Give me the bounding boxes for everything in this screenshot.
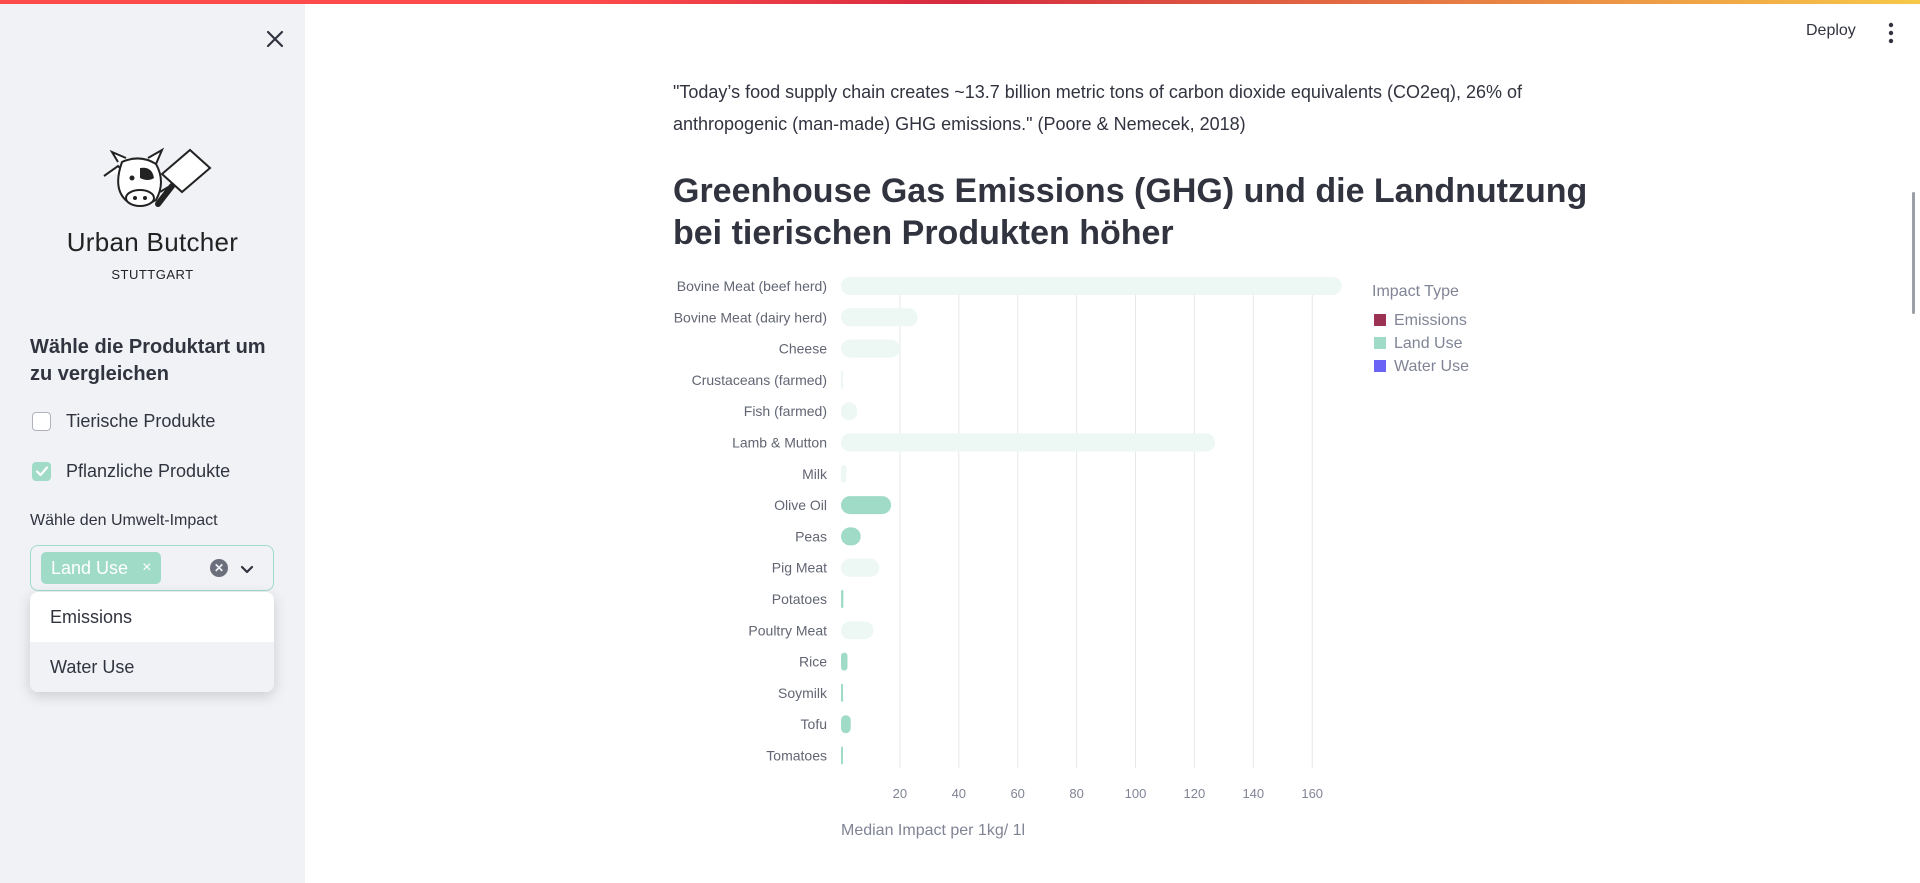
- y-category-label: Poultry Meat: [748, 622, 827, 638]
- bar-bovine-meat-beef-herd-: [841, 277, 1342, 295]
- y-category-label: Soymilk: [778, 685, 828, 701]
- bar-tomatoes: [841, 746, 843, 765]
- bar-potatoes: [841, 590, 844, 608]
- checkbox-plant-products[interactable]: Pflanzliche Produkte: [32, 458, 230, 484]
- brand-name: Urban Butcher: [66, 227, 239, 257]
- bar-crustaceans-farmed-: [841, 370, 843, 389]
- bar-tofu: [841, 715, 851, 734]
- main-menu-icon[interactable]: [1886, 22, 1896, 44]
- y-category-label: Olive Oil: [774, 497, 827, 513]
- x-tick-label: 120: [1184, 786, 1206, 801]
- scrollbar-thumb[interactable]: [1912, 192, 1915, 314]
- chevron-down-icon[interactable]: [237, 559, 257, 579]
- legend-swatch: [1374, 314, 1386, 326]
- checkmark-icon: [35, 466, 48, 477]
- x-tick-label: 40: [952, 786, 966, 801]
- y-category-label: Peas: [795, 528, 827, 544]
- impact-dropdown-menu: Emissions Water Use: [30, 592, 274, 692]
- sidebar: Urban Butcher STUTTGART Wähle die Produk…: [0, 4, 305, 883]
- bar-olive-oil: [841, 496, 892, 515]
- y-category-label: Cheese: [779, 341, 827, 357]
- dropdown-option-water-use[interactable]: Water Use: [30, 642, 274, 692]
- checkbox-box[interactable]: [32, 411, 51, 431]
- bar-milk: [841, 464, 847, 483]
- y-category-label: Tomatoes: [766, 748, 827, 764]
- legend-swatch: [1374, 337, 1386, 349]
- remove-tag-icon[interactable]: ×: [142, 559, 152, 576]
- y-category-label: Milk: [802, 466, 828, 482]
- y-category-label: Bovine Meat (dairy herd): [674, 309, 827, 325]
- y-category-label: Potatoes: [772, 591, 827, 607]
- legend-entry: Water Use: [1394, 358, 1469, 375]
- bar-bovine-meat-dairy-herd-: [841, 308, 918, 327]
- impact-multiselect[interactable]: Land Use × ✕: [30, 545, 274, 591]
- tag-label: Land Use: [51, 557, 129, 578]
- page-heading: Greenhouse Gas Emissions (GHG) und die L…: [673, 172, 1588, 252]
- legend-swatch: [1374, 360, 1386, 372]
- bar-peas: [841, 527, 861, 546]
- x-tick-label: 80: [1069, 786, 1083, 801]
- x-axis-label: Median Impact per 1kg/ 1l: [841, 822, 1025, 839]
- checkbox-animal-products[interactable]: Tierische Produkte: [32, 408, 215, 434]
- bar-soymilk: [841, 683, 844, 702]
- y-category-label: Crustaceans (farmed): [692, 372, 827, 388]
- checkbox-label: Tierische Produkte: [66, 410, 216, 431]
- brand-city: STUTTGART: [111, 267, 194, 282]
- intro-quote: "Today’s food supply chain creates ~13.7…: [673, 82, 1523, 134]
- urban-butcher-logo: [100, 142, 215, 222]
- checkbox-box[interactable]: [32, 461, 51, 481]
- impact-bar-chart: 20 40 60 80 100 120 140 160 Bovine Meat (beef he…: [674, 277, 1469, 839]
- close-icon: [266, 30, 284, 48]
- selected-tag-land-use: Land Use ×: [41, 552, 162, 584]
- bar-rice: [841, 652, 848, 671]
- y-category-label: Pig Meat: [772, 560, 827, 576]
- product-type-heading: Wähle die Produktart um zu vergleichen: [30, 336, 266, 385]
- bar-poultry-meat: [841, 621, 874, 640]
- close-sidebar-button[interactable]: [262, 26, 288, 52]
- y-category-label: Fish (farmed): [744, 403, 827, 419]
- y-category-label: Lamb & Mutton: [732, 435, 827, 451]
- deploy-button[interactable]: Deploy: [1806, 22, 1856, 39]
- dropdown-option-emissions[interactable]: Emissions: [50, 607, 133, 627]
- bar-cheese: [841, 339, 900, 358]
- legend-entry: Emissions: [1394, 312, 1467, 329]
- impact-select-label: Wähle den Umwelt-Impact: [30, 512, 218, 529]
- x-tick-label: 160: [1301, 786, 1323, 801]
- y-category-label: Rice: [799, 654, 827, 670]
- y-category-label: Bovine Meat (beef herd): [677, 278, 827, 294]
- legend-entry: Land Use: [1394, 335, 1463, 352]
- bar-fish-farmed-: [841, 402, 858, 421]
- x-tick-label: 20: [893, 786, 907, 801]
- top-decoration-bar: [0, 0, 1920, 4]
- legend-title: Impact Type: [1372, 283, 1459, 300]
- y-category-label: Tofu: [801, 716, 827, 732]
- bar-pig-meat: [841, 558, 880, 577]
- bar-lamb-mutton: [841, 433, 1216, 452]
- x-tick-label: 60: [1010, 786, 1024, 801]
- checkbox-label: Pflanzliche Produkte: [66, 460, 231, 481]
- x-tick-label: 140: [1242, 786, 1264, 801]
- x-tick-label: 100: [1125, 786, 1147, 801]
- clear-all-icon[interactable]: ✕: [210, 559, 228, 577]
